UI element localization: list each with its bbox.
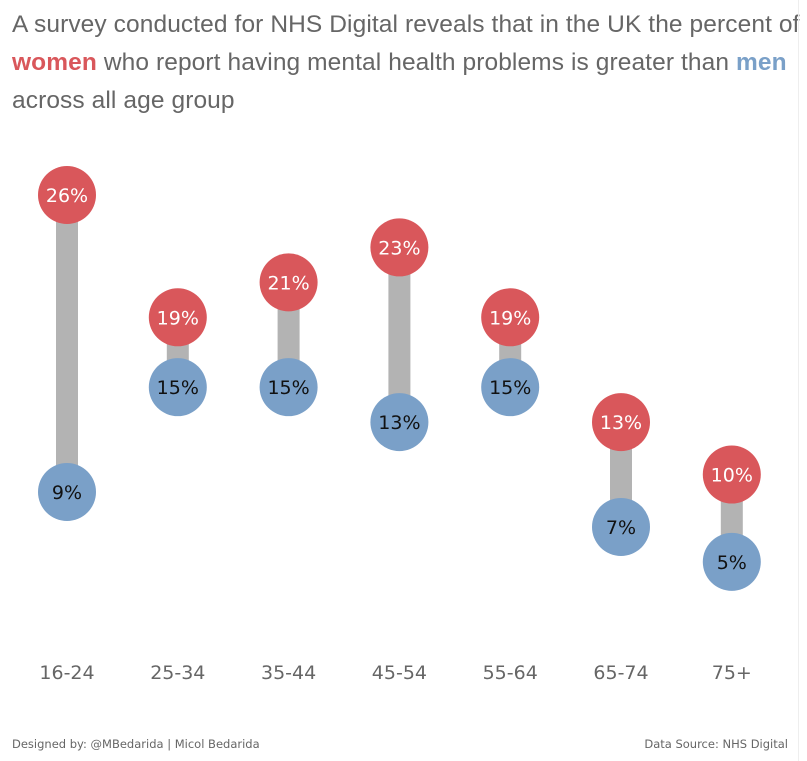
title-text-3: across all age group [12,87,235,114]
x-tick-label: 65-74 [593,662,648,684]
title-text-1: A survey conducted for NHS Digital revea… [12,11,800,38]
x-tick-label: 45-54 [372,662,427,684]
women-value-label: 21% [267,272,309,294]
women-value-label: 26% [46,185,88,207]
men-point [370,393,429,452]
men-value-label: 15% [267,377,309,399]
designer-credit: Designed by: @MBedarida | Micol Bedarida [12,737,260,751]
men-value-label: 13% [378,412,420,434]
men-point [38,463,96,521]
women-value-label: 10% [711,465,753,487]
chart-title: A survey conducted for NHS Digital revea… [12,6,802,120]
women-point [370,218,429,277]
title-text-2: who report having mental health problems… [96,49,736,76]
men-point [592,497,650,556]
men-point [481,358,540,417]
men-point [259,358,318,417]
women-point [259,253,318,312]
women-point [38,166,96,225]
x-tick-label: 25-34 [150,662,205,684]
connector-bar [388,247,411,423]
x-tick-label: 55-64 [483,662,538,684]
x-tick-label: 16-24 [39,662,94,684]
men-value-label: 9% [52,482,82,504]
connector-bar [56,195,78,492]
men-point [702,532,761,591]
x-tick-label: 75+ [712,662,752,684]
women-point [592,393,650,452]
men-value-label: 15% [157,377,199,399]
women-point [481,288,540,347]
x-tick-label: 35-44 [261,662,316,684]
men-value-label: 5% [717,552,747,574]
title-men-highlight: men [735,49,787,76]
men-point [148,358,207,417]
data-source: Data Source: NHS Digital [644,737,788,751]
right-border-line [798,0,799,761]
women-point [702,445,761,504]
title-women-highlight: women [12,49,97,76]
women-point [148,288,207,347]
women-value-label: 23% [378,237,420,259]
men-value-label: 15% [489,377,531,399]
women-value-label: 13% [600,412,642,434]
men-value-label: 7% [606,517,636,539]
women-value-label: 19% [489,307,531,329]
women-value-label: 19% [157,307,199,329]
